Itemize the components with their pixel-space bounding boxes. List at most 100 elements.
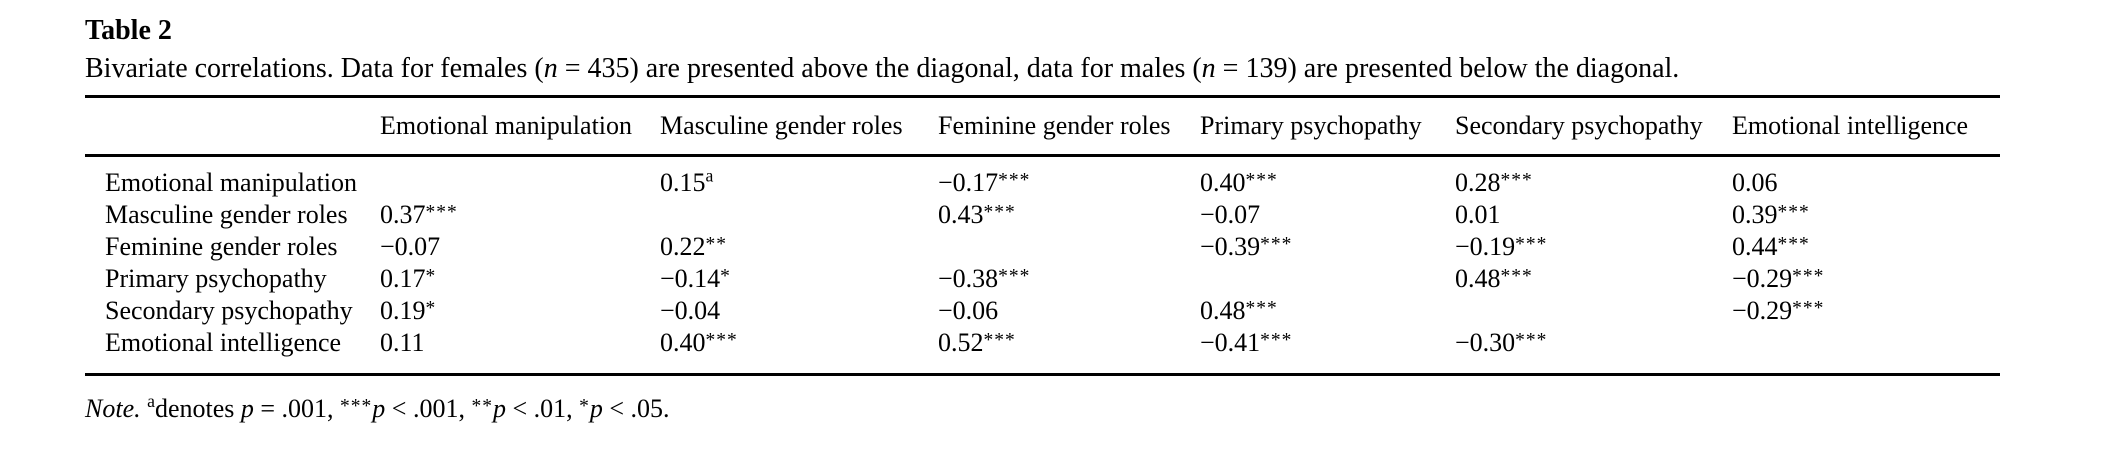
row-label: Emotional manipulation	[105, 168, 358, 197]
correlation-value: −0.07	[1200, 200, 1261, 229]
correlation-cell: −0.29***	[1732, 263, 2000, 295]
significance-stars: ***	[1500, 266, 1533, 288]
table-note: Note. adenotes p = .001, ***p < .001, **…	[85, 391, 670, 423]
correlation-value: 0.52	[938, 328, 984, 357]
correlation-value: −0.14	[660, 264, 721, 293]
correlation-value: 0.11	[380, 328, 425, 357]
significance-stars: ***	[1500, 170, 1533, 192]
table-row: Primary psychopathy 0.17* −0.14* −0.38*** 0.…	[85, 263, 2000, 295]
correlation-cell	[1732, 327, 2000, 375]
correlation-value: 0.48	[1200, 296, 1246, 325]
correlation-cell	[938, 231, 1200, 263]
correlation-cell: −0.39***	[1200, 231, 1455, 263]
correlation-value: −0.29	[1732, 264, 1793, 293]
correlation-cell: 0.48***	[1200, 295, 1455, 327]
significance-stars: ***	[1515, 234, 1548, 256]
correlation-table-body: Emotional manipulation 0.15a −0.17*** 0.40*…	[85, 156, 2000, 375]
significance-stars: ***	[1245, 298, 1278, 320]
significance-stars: ***	[1792, 298, 1825, 320]
correlation-value: 0.48	[1455, 264, 1501, 293]
correlation-table: Emotional manipulation Masculine gender …	[85, 95, 2000, 376]
correlation-cell: 0.43***	[938, 199, 1200, 231]
table-row: Emotional manipulation 0.15a −0.17*** 0.40*…	[85, 156, 2000, 200]
correlation-cell: −0.17***	[938, 156, 1200, 200]
correlation-value: −0.29	[1732, 296, 1793, 325]
correlation-value: 0.19	[380, 296, 426, 325]
correlation-cell: −0.30***	[1455, 327, 1732, 375]
correlation-cell: 0.19*	[380, 295, 660, 327]
correlation-cell: 0.22**	[660, 231, 938, 263]
correlation-value: 0.22	[660, 232, 706, 261]
significance-stars: ***	[1260, 234, 1293, 256]
significance-stars: ***	[998, 170, 1031, 192]
significance-stars: ***	[998, 266, 1031, 288]
correlation-cell: 0.40***	[1200, 156, 1455, 200]
correlation-value: −0.38	[938, 264, 999, 293]
table-header: Emotional manipulation Masculine gender …	[85, 97, 2000, 156]
column-header-emotional-intelligence: Emotional intelligence	[1732, 111, 1969, 140]
correlation-value: −0.17	[938, 168, 999, 197]
table-title: Table 2	[85, 15, 172, 46]
significance-stars: ***	[983, 330, 1016, 352]
correlation-value: 0.40	[660, 328, 706, 357]
column-header-masculine-gender-roles: Masculine gender roles	[660, 111, 903, 140]
correlation-cell: −0.06	[938, 295, 1200, 327]
correlation-cell: 0.11	[380, 327, 660, 375]
significance-stars: ***	[1260, 330, 1293, 352]
column-header-primary-psychopathy: Primary psychopathy	[1200, 111, 1422, 140]
correlation-cell: 0.48***	[1455, 263, 1732, 295]
correlation-value: −0.30	[1455, 328, 1516, 357]
correlation-value: 0.01	[1455, 200, 1501, 229]
table-row: Emotional intelligence 0.11 0.40*** 0.52***…	[85, 327, 2000, 375]
correlation-cell: 0.39***	[1732, 199, 2000, 231]
correlation-cell: 0.01	[1455, 199, 1732, 231]
column-header-emotional-manipulation: Emotional manipulation	[380, 111, 633, 140]
correlation-cell: 0.17*	[380, 263, 660, 295]
correlation-value: 0.37	[380, 200, 426, 229]
table-caption: Bivariate correlations. Data for females…	[85, 53, 1680, 84]
correlation-value: 0.17	[380, 264, 426, 293]
table-row: Secondary psychopathy 0.19* −0.04 −0.06 0.48…	[85, 295, 2000, 327]
correlation-cell: −0.19***	[1455, 231, 1732, 263]
significance-stars: ***	[1515, 330, 1548, 352]
correlation-cell	[380, 156, 660, 200]
correlation-value: 0.15	[660, 168, 706, 197]
correlation-cell: 0.15a	[660, 156, 938, 200]
footnote-marker: a	[705, 165, 714, 186]
correlation-cell: −0.07	[1200, 199, 1455, 231]
row-label: Emotional intelligence	[105, 328, 342, 357]
correlation-value: 0.39	[1732, 200, 1778, 229]
significance-stars: ***	[705, 330, 738, 352]
correlation-value: −0.06	[938, 296, 999, 325]
row-label: Feminine gender roles	[105, 232, 338, 261]
significance-stars: ***	[1777, 234, 1810, 256]
row-label: Secondary psychopathy	[105, 296, 353, 325]
column-header-secondary-psychopathy: Secondary psychopathy	[1455, 111, 1703, 140]
correlation-value: 0.44	[1732, 232, 1778, 261]
correlation-value: 0.28	[1455, 168, 1501, 197]
table-row: Masculine gender roles 0.37*** 0.43*** −0.0…	[85, 199, 2000, 231]
correlation-cell: 0.40***	[660, 327, 938, 375]
column-header-feminine-gender-roles: Feminine gender roles	[938, 111, 1171, 140]
correlation-cell: −0.41***	[1200, 327, 1455, 375]
header-cell-empty	[85, 97, 380, 156]
correlation-cell: 0.37***	[380, 199, 660, 231]
correlation-value: −0.39	[1200, 232, 1261, 261]
correlation-cell: 0.52***	[938, 327, 1200, 375]
header-row: Emotional manipulation Masculine gender …	[85, 97, 2000, 156]
correlation-value: 0.40	[1200, 168, 1246, 197]
table-row: Feminine gender roles −0.07 0.22** −0.39***…	[85, 231, 2000, 263]
significance-stars: *	[425, 298, 437, 320]
correlation-cell: −0.38***	[938, 263, 1200, 295]
correlation-cell: −0.07	[380, 231, 660, 263]
correlation-cell	[1455, 295, 1732, 327]
correlation-value: 0.43	[938, 200, 984, 229]
significance-stars: *	[425, 266, 437, 288]
correlation-value: −0.07	[380, 232, 441, 261]
correlation-value: −0.04	[660, 296, 721, 325]
significance-stars: ***	[1792, 266, 1825, 288]
significance-stars: ***	[1245, 170, 1278, 192]
correlation-cell: −0.14*	[660, 263, 938, 295]
correlation-cell: 0.06	[1732, 156, 2000, 200]
correlation-cell: 0.28***	[1455, 156, 1732, 200]
